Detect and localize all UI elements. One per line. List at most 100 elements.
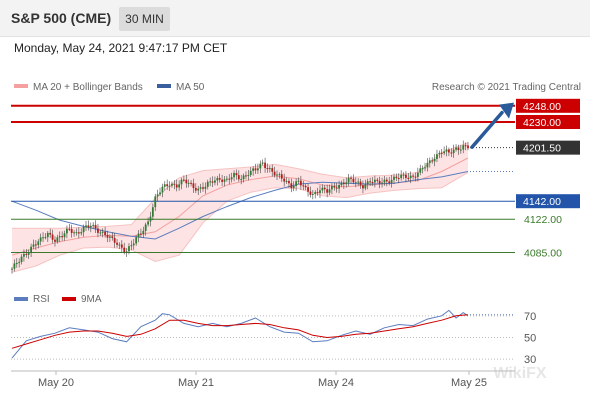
candle-body bbox=[128, 246, 130, 252]
candle-body bbox=[120, 244, 123, 248]
candle-body bbox=[431, 160, 434, 162]
candle-body bbox=[285, 180, 288, 182]
rsi-legend-label: RSI bbox=[33, 294, 50, 305]
candle-body bbox=[221, 179, 223, 182]
candle-body bbox=[168, 185, 171, 187]
candle-body bbox=[108, 236, 111, 238]
candle-body bbox=[175, 184, 178, 188]
candle-body bbox=[276, 174, 278, 176]
candle-body bbox=[459, 149, 462, 151]
candle-body bbox=[20, 256, 23, 262]
candle-body bbox=[311, 194, 314, 196]
candle-body bbox=[111, 236, 114, 238]
candle-body bbox=[307, 187, 309, 192]
candle-body bbox=[63, 233, 66, 238]
candle-body bbox=[440, 152, 443, 154]
candle-body bbox=[218, 178, 221, 180]
candle-body bbox=[87, 225, 90, 228]
candle-body bbox=[369, 181, 372, 183]
candle-body bbox=[166, 184, 169, 187]
target-label: 4085.00 bbox=[524, 248, 562, 260]
candle-body bbox=[97, 228, 99, 233]
main-plot: 4248.00 4230.00 4201.50 4142.00 4122.00 4085.… bbox=[11, 98, 580, 274]
instrument-title: S&P 500 (CME) bbox=[11, 10, 112, 26]
rsi-legend-swatch bbox=[14, 297, 28, 301]
watermark: WikiFX bbox=[493, 365, 547, 382]
candle-body bbox=[163, 184, 166, 187]
candle-body bbox=[433, 158, 436, 162]
candle-body bbox=[230, 177, 233, 180]
candle-body bbox=[130, 245, 133, 247]
candle-body bbox=[261, 162, 264, 164]
rsi-plot: 70 50 30 bbox=[11, 309, 536, 366]
candle-body bbox=[373, 179, 376, 183]
candle-body bbox=[192, 183, 195, 188]
candle-body bbox=[27, 252, 30, 255]
candle-body bbox=[321, 187, 324, 191]
candle-body bbox=[409, 175, 412, 179]
x-axis: May 20 May 21 May 24 May 25 bbox=[38, 371, 487, 389]
candle-body bbox=[132, 243, 135, 246]
candle-body bbox=[414, 176, 417, 178]
candle-body bbox=[304, 185, 307, 188]
x-tick-label: May 25 bbox=[451, 377, 487, 389]
candle-body bbox=[206, 181, 209, 187]
candle-body bbox=[30, 246, 32, 253]
candle-body bbox=[402, 174, 405, 176]
candle-body bbox=[326, 189, 329, 193]
candle-body bbox=[116, 242, 118, 245]
rsi-level-label: 70 bbox=[524, 311, 536, 323]
candle-body bbox=[383, 179, 386, 183]
candle-body bbox=[11, 268, 13, 270]
candle-body bbox=[137, 233, 140, 238]
candle-body bbox=[185, 179, 188, 184]
interval-button[interactable]: 30 MIN bbox=[119, 7, 170, 31]
forecast-arrow-shaft bbox=[470, 110, 504, 149]
price-label-box bbox=[516, 140, 580, 155]
candle-body bbox=[39, 237, 42, 242]
candle-body bbox=[225, 178, 228, 180]
rsi-line bbox=[11, 309, 469, 359]
candle-body bbox=[156, 194, 159, 197]
candle-body bbox=[204, 186, 207, 189]
candle-body bbox=[68, 228, 71, 230]
ma50-legend-swatch bbox=[157, 84, 171, 88]
candle-body bbox=[104, 231, 107, 236]
candle-body bbox=[424, 167, 426, 169]
candle-body bbox=[364, 184, 367, 189]
candle-body bbox=[54, 239, 56, 242]
candle-body bbox=[455, 147, 457, 150]
candle-body bbox=[280, 174, 283, 179]
candle-body bbox=[376, 179, 379, 181]
candle-body bbox=[395, 176, 398, 179]
candle-body bbox=[140, 233, 142, 235]
support-label-box bbox=[516, 194, 580, 209]
candle-body bbox=[23, 253, 25, 257]
x-tick-label: May 21 bbox=[178, 377, 214, 389]
candle-body bbox=[180, 179, 183, 185]
candle-body bbox=[288, 180, 290, 184]
candle-body bbox=[335, 187, 338, 189]
candle-body bbox=[350, 177, 352, 179]
candle-body bbox=[209, 181, 212, 183]
candle-body bbox=[142, 230, 145, 235]
candle-body bbox=[390, 179, 393, 184]
candle-body bbox=[149, 216, 152, 222]
candle-body bbox=[393, 176, 395, 180]
candle-body bbox=[426, 162, 429, 168]
candle-body bbox=[147, 221, 149, 225]
candle-body bbox=[85, 225, 87, 227]
candle-body bbox=[211, 181, 214, 183]
candle-body bbox=[61, 236, 64, 238]
candle-body bbox=[171, 183, 173, 186]
forecast-arrow-head bbox=[499, 102, 514, 119]
candle-body bbox=[438, 152, 441, 155]
candle-body bbox=[333, 186, 336, 188]
candle-body bbox=[223, 179, 226, 182]
candle-body bbox=[32, 244, 35, 247]
candle-body bbox=[13, 263, 16, 269]
candle-body bbox=[190, 182, 192, 184]
candle-body bbox=[278, 174, 281, 176]
candle-body bbox=[49, 232, 52, 235]
candle-body bbox=[135, 237, 138, 244]
